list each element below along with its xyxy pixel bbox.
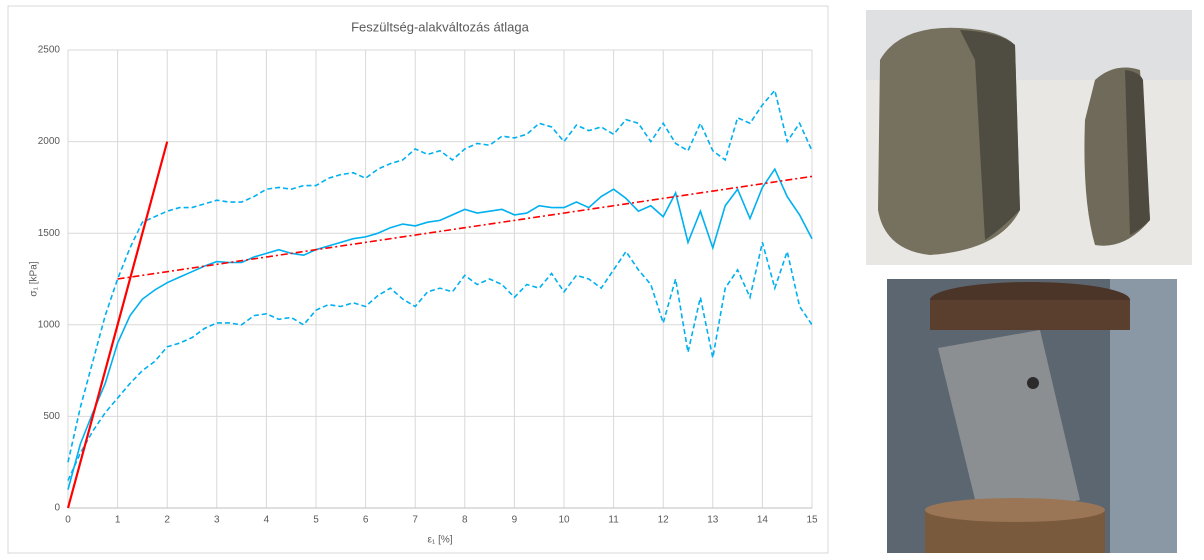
y-tick-label: 1500 (38, 228, 61, 239)
x-tick-label: 10 (558, 515, 570, 526)
x-tick-label: 14 (757, 515, 769, 526)
y-axis-label: σ₁ [kPa] (29, 261, 40, 296)
y-tick-label: 500 (43, 411, 60, 422)
y-tick-label: 1000 (38, 319, 61, 330)
page: 0500100015002000250001234567891011121314… (0, 0, 1204, 555)
x-tick-label: 9 (512, 515, 518, 526)
x-tick-label: 11 (608, 515, 619, 526)
x-tick-label: 13 (707, 515, 719, 526)
x-tick-label: 5 (313, 515, 319, 526)
x-tick-label: 3 (214, 515, 220, 526)
y-tick-label: 0 (54, 503, 60, 514)
x-tick-label: 7 (412, 515, 418, 526)
photo-compression (887, 279, 1177, 553)
chart-title: Feszültség-alakváltozás átlaga (351, 19, 530, 34)
x-tick-label: 4 (264, 515, 270, 526)
y-tick-label: 2500 (38, 45, 61, 56)
x-tick-label: 1 (115, 515, 121, 526)
x-axis-label: ε₁ [%] (427, 535, 452, 546)
x-tick-label: 15 (806, 515, 818, 526)
x-tick-label: 6 (363, 515, 369, 526)
x-tick-label: 8 (462, 515, 468, 526)
photo-fracture (866, 10, 1192, 265)
y-tick-label: 2000 (38, 136, 61, 147)
x-tick-label: 2 (164, 515, 170, 526)
x-tick-label: 0 (65, 515, 71, 526)
x-tick-label: 12 (658, 515, 670, 526)
